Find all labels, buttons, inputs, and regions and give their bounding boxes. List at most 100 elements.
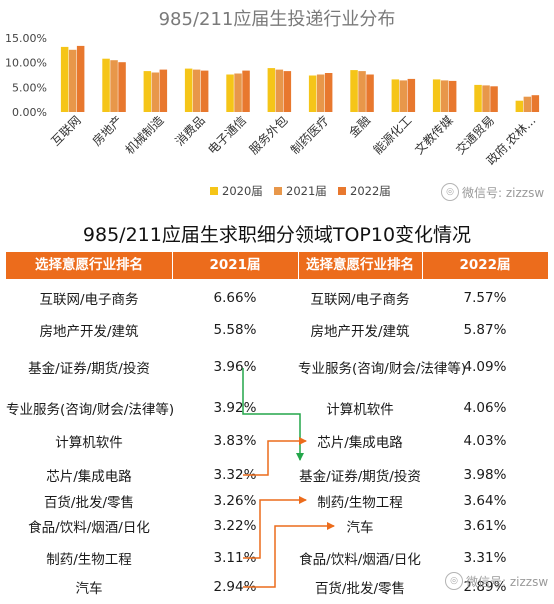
table-cell: 汽车 [346, 520, 374, 536]
table-cell: 4.03% [463, 433, 507, 449]
bar-chart: 985/211应届生投递行业分布 15.00%10.00%5.00%0.00% … [5, 9, 540, 198]
table-cell: 3.11% [213, 550, 257, 566]
table-cell: 2.89% [463, 579, 507, 595]
bar [110, 60, 118, 112]
table-cell: 制药/生物工程 [317, 495, 403, 511]
bar [515, 100, 524, 112]
table-cell: 互联网/电子商务 [39, 292, 139, 308]
bar [324, 73, 333, 112]
x-tick-label: 机械制造 [122, 113, 167, 158]
bar [391, 79, 400, 112]
bar [151, 72, 160, 112]
bar [283, 71, 292, 112]
bar-series [60, 45, 540, 112]
legend-label: 2021届 [286, 184, 327, 198]
legend-label: 2022届 [350, 184, 391, 198]
y-tick-label: 5.00% [12, 81, 47, 94]
bar [366, 74, 374, 112]
table-cell: 4.09% [463, 359, 507, 375]
bar [316, 74, 325, 112]
table-cell: 5.58% [213, 322, 257, 338]
table-cell: 计算机软件 [326, 402, 394, 418]
table-cell: 基金/证券/期货/投资 [28, 361, 150, 377]
bar [184, 68, 193, 112]
chart-legend: 2020届 2021届 2022届 [210, 184, 391, 198]
wechat-icon: ◎ [441, 183, 459, 201]
table-cell: 食品/饮料/烟酒/日化 [299, 552, 421, 568]
bar [159, 69, 168, 112]
table-cell: 2.94% [213, 579, 257, 595]
bar [60, 46, 69, 112]
x-tick-label: 消费品 [172, 113, 207, 148]
chart-title: 985/211应届生投递行业分布 [159, 9, 396, 30]
bar [399, 80, 408, 112]
header-year-2022: 2022届 [459, 257, 511, 273]
bar [226, 74, 234, 112]
bar [523, 96, 532, 112]
bar [275, 69, 284, 112]
y-tick-label: 0.00% [12, 106, 47, 119]
table-cell: 6.66% [213, 290, 257, 306]
table-cell: 3.92% [213, 400, 257, 416]
table-cell: 芯片/集成电路 [46, 469, 132, 485]
table-cell: 百货/批发/零售 [314, 581, 406, 597]
table-cell: 3.61% [463, 518, 507, 534]
y-axis: 15.00% 10.00% 5.00% 0.00% [5, 32, 47, 119]
x-tick-label: 金融 [346, 113, 374, 141]
table-cell: 7.57% [463, 290, 507, 306]
legend-swatch [210, 187, 218, 195]
bar [308, 75, 317, 112]
header-rank-2022: 选择意愿行业排名 [306, 257, 414, 273]
bar [440, 80, 449, 112]
table-cell: 制药/生物工程 [46, 552, 132, 568]
x-tick-label: 房地产 [89, 113, 125, 149]
table-cell: 汽车 [75, 581, 103, 597]
legend-swatch [274, 187, 282, 195]
watermark: ◎ 微信号: zizzsw [441, 183, 544, 201]
table-cell: 3.64% [463, 493, 507, 509]
table-cell: 计算机软件 [55, 435, 123, 451]
watermark-text: 微信号: zizzsw [466, 574, 549, 589]
table-cell: 3.32% [213, 467, 257, 483]
bar [242, 70, 250, 112]
table-cell: 房地产开发/建筑 [310, 324, 410, 340]
wechat-icon: ◎ [445, 572, 463, 590]
bar [200, 70, 209, 112]
bar [531, 95, 540, 112]
watermark-text: 微信号: zizzsw [462, 185, 545, 200]
x-tick-label: 服务外包 [246, 113, 291, 158]
bar [192, 69, 201, 112]
watermark-bottom: ◎ 微信号: zizzsw [445, 572, 548, 590]
bar [490, 86, 498, 112]
table-cell: 3.98% [463, 467, 507, 483]
header-rank-2021: 选择意愿行业排名 [35, 257, 143, 273]
x-tick-label: 能源化工 [371, 113, 415, 157]
bar [234, 73, 242, 112]
legend-swatch [338, 187, 346, 195]
table-cell: 互联网/电子商务 [310, 292, 410, 308]
x-tick-label: 文教传媒 [411, 113, 456, 158]
y-tick-label: 10.00% [5, 57, 47, 70]
table-cell: 食品/饮料/烟酒/日化 [28, 520, 150, 536]
legend-label: 2020届 [222, 184, 263, 198]
bar [68, 49, 77, 112]
bar [267, 68, 276, 112]
table-cell: 芯片/集成电路 [317, 435, 403, 451]
table-cell: 专业服务(咨询/财会/法律等) [298, 361, 467, 377]
table-cell: 百货/批发/零售 [43, 495, 135, 511]
bar [448, 80, 457, 112]
table-title: 985/211应届生求职细分领域TOP10变化情况 [82, 224, 472, 246]
table-cell: 5.87% [463, 322, 507, 338]
y-tick-label: 15.00% [5, 32, 47, 45]
table-cell: 3.31% [463, 550, 507, 566]
table-cell: 4.06% [463, 400, 507, 416]
bar [474, 84, 482, 112]
table-cell: 3.96% [213, 359, 257, 375]
bar [118, 62, 126, 112]
x-tick-label: 互联网 [48, 113, 83, 148]
table-header: 选择意愿行业排名 2021届 选择意愿行业排名 2022届 [6, 252, 548, 279]
table-cell: 3.83% [213, 433, 257, 449]
x-tick-label: 制药医疗 [288, 113, 332, 157]
bar [358, 71, 366, 112]
bar [407, 78, 416, 112]
